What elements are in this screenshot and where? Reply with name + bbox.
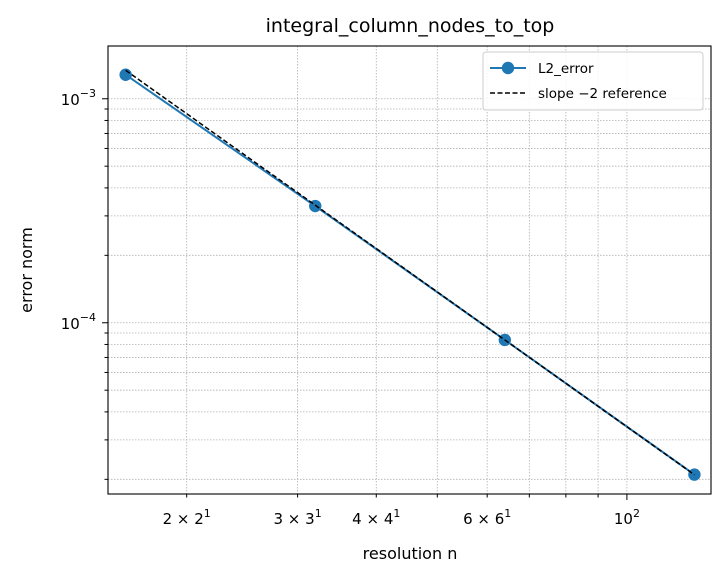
x-tick-label: 4 × 41 xyxy=(352,507,400,528)
x-tick-label: 2 × 21 xyxy=(163,507,211,528)
axis-ticks: 2 × 21 3 × 31 4 × 41 6 × 61 102 10−3 10−4 xyxy=(61,87,640,528)
y-tick-label: 10−4 xyxy=(61,311,96,333)
data-series xyxy=(119,68,701,481)
y-tick-label: 10−3 xyxy=(61,87,96,109)
legend-label-slope-reference: slope −2 reference xyxy=(538,86,667,102)
series-line-slope-reference xyxy=(125,69,695,476)
legend: L2_error slope −2 reference xyxy=(482,51,704,111)
x-tick-label: 3 × 31 xyxy=(273,507,321,528)
x-axis-label: resolution n xyxy=(363,544,458,563)
legend-box xyxy=(482,51,704,111)
chart-title: integral_column_nodes_to_top xyxy=(266,15,555,37)
x-tick-label: 6 × 61 xyxy=(463,507,511,528)
x-tick-label: 102 xyxy=(614,507,640,528)
legend-marker-l2-error xyxy=(501,61,515,75)
legend-label-l2-error: L2_error xyxy=(538,61,594,77)
y-axis-label: error norm xyxy=(17,227,36,313)
plot-area xyxy=(107,45,712,495)
